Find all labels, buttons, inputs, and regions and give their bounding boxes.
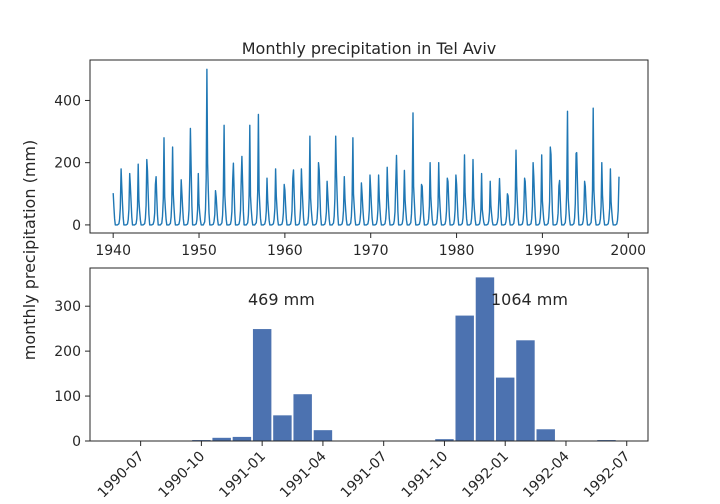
top-x-ticks: 1940 1950 1960 1970 1980 1990 2000 <box>95 233 646 259</box>
bottom-bars <box>191 276 617 442</box>
bar-1991-01 <box>252 328 273 442</box>
bar-1992-02 <box>515 339 536 442</box>
annotation-1991: 469 mm <box>248 290 315 309</box>
top-axis-frame <box>89 59 649 234</box>
top-panel: Monthly precipitation in Tel Aviv 0 200 40… <box>54 39 649 259</box>
bottom-y-ticks: 0 100 200 300 <box>54 299 90 450</box>
bar-1991-04 <box>312 429 333 442</box>
bar-1991-03 <box>292 393 313 442</box>
top-y-tick-label-2: 400 <box>54 93 81 109</box>
bar-1992-01 <box>495 376 516 442</box>
bottom-y-tick-label-0: 0 <box>72 434 81 450</box>
top-x-tick-label-3: 1970 <box>353 243 389 259</box>
top-y-tick-label-1: 200 <box>54 156 81 172</box>
top-x-tick-label-2: 1960 <box>267 243 303 259</box>
shared-ylabel: monthly precipitation (mm) <box>20 140 39 360</box>
bar-1990-12 <box>231 436 252 442</box>
top-y-tick-label-0: 0 <box>72 218 81 234</box>
bar-1990-11 <box>211 437 232 442</box>
top-x-tick-label-4: 1980 <box>439 243 475 259</box>
top-title: Monthly precipitation in Tel Aviv <box>242 39 497 58</box>
bar-1991-11 <box>454 314 475 442</box>
top-x-tick-label-0: 1940 <box>95 243 131 259</box>
precipitation-line <box>112 68 620 226</box>
top-y-ticks: 0 200 400 <box>54 93 90 234</box>
bar-1992-03 <box>535 428 556 442</box>
bottom-y-tick-label-3: 300 <box>54 299 81 315</box>
top-x-tick-label-1: 1950 <box>181 243 217 259</box>
bottom-y-tick-label-1: 100 <box>54 389 81 405</box>
bottom-y-tick-label-2: 200 <box>54 344 81 360</box>
annotation-1992: 1064 mm <box>491 290 568 309</box>
bottom-axis-frame <box>89 267 649 442</box>
top-x-tick-label-5: 1990 <box>525 243 561 259</box>
top-x-tick-label-6: 2000 <box>610 243 646 259</box>
bar-1991-02 <box>272 414 293 442</box>
